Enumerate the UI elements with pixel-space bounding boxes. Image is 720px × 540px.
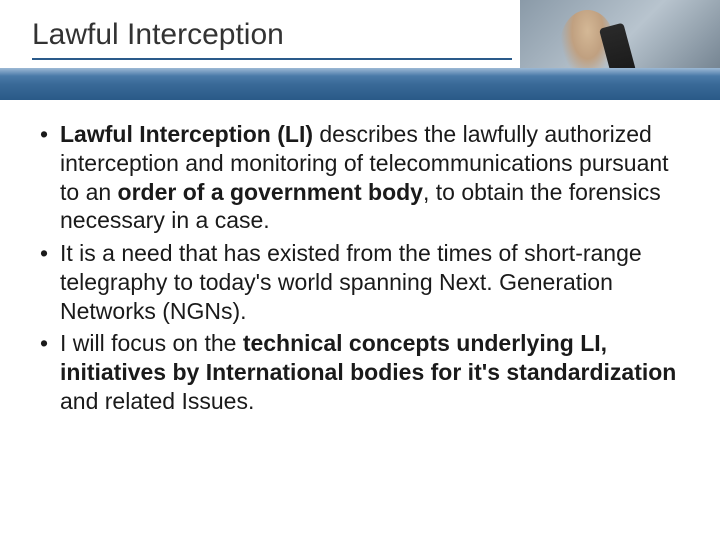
text-segment: order of a government body (118, 179, 423, 205)
text-segment: Lawful Interception (LI) (60, 121, 313, 147)
bullet-item: I will focus on the technical concepts u… (38, 329, 682, 415)
bullet-item: Lawful Interception (LI) describes the l… (38, 120, 682, 235)
bullet-item: It is a need that has existed from the t… (38, 239, 682, 325)
slide-content: Lawful Interception (LI) describes the l… (38, 120, 682, 420)
header-banner (0, 68, 720, 100)
text-segment: I will focus on the (60, 330, 243, 356)
text-segment: It is a need that has existed from the t… (60, 240, 642, 324)
slide-title: Lawful Interception (32, 18, 284, 52)
slide-header: Lawful Interception (0, 0, 720, 90)
bullet-list: Lawful Interception (LI) describes the l… (38, 120, 682, 416)
title-underline (32, 58, 512, 60)
text-segment: and related Issues. (60, 388, 254, 414)
